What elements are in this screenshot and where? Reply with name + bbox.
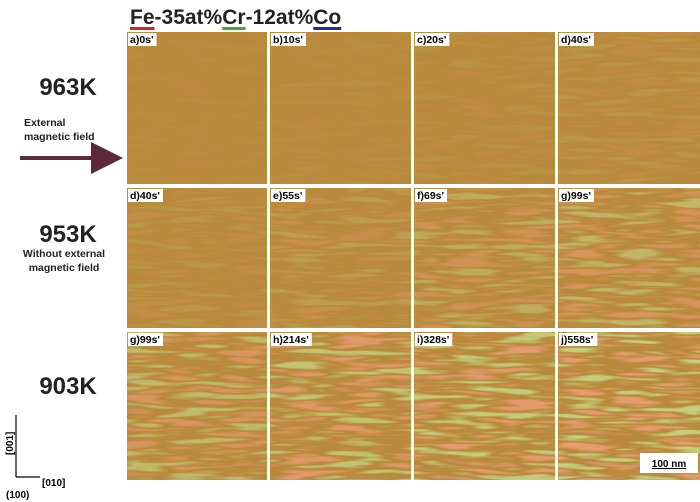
panel-label: h)214s' [273,334,309,346]
micrograph-texture [414,32,555,184]
panel-label: e)55s' [273,190,302,202]
panel-label: a)0s' [130,34,154,46]
micrograph-texture [127,32,267,184]
underline [130,27,155,30]
temperature: 963K [39,74,97,101]
micrograph-texture [270,332,411,480]
micrograph-texture [270,32,411,184]
micrograph-texture [558,32,700,184]
scale-bar: 100 nm [652,459,687,470]
panel-label: f)69s' [417,190,444,202]
axis-label: (100) [6,490,29,501]
title-part: Fe [130,6,155,29]
micrograph-texture [558,188,700,328]
panel-label: b)10s' [273,34,303,46]
condition-note: External [24,117,66,129]
axis-label: [001] [5,432,16,455]
micrograph-texture [127,332,267,480]
underline [222,27,245,30]
figure: Fe-35at%Cr-12at%Co a)0s' b)10s' c)20s' d)40… [0,0,700,502]
panel-label: d)40s' [561,34,591,46]
temperature: 953K [39,221,97,248]
micrograph-texture [270,188,411,328]
title-part: -35at% [155,6,223,29]
condition-note: Without external [23,248,105,260]
micrograph-texture [127,188,267,328]
panel-label: g)99s' [130,334,160,346]
temperature: 903K [39,373,97,400]
panel-label: g)99s' [561,190,591,202]
panel-label: j)558s' [560,334,593,346]
title-part: Co [313,6,341,29]
condition-note: magnetic field [24,131,95,143]
condition-note: magnetic field [29,262,100,274]
panel-label: i)328s' [417,334,449,346]
micrograph-texture [414,188,555,328]
panel-label: c)20s' [417,34,446,46]
underline [313,27,341,30]
axis-label: [010] [42,478,65,489]
micrograph-texture [414,332,555,480]
title: Fe-35at%Cr-12at%Co [130,6,341,29]
title-part: Cr [222,6,245,29]
title-part: -12at% [246,6,314,29]
panel-label: d)40s' [130,190,160,202]
